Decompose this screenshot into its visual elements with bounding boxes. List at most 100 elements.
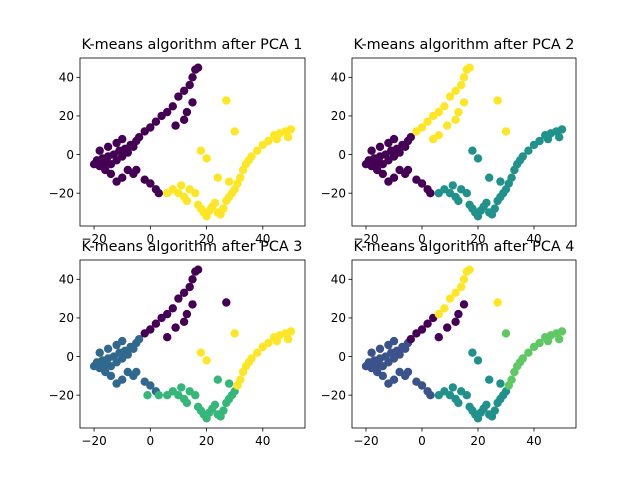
x-tick-label: 20: [199, 434, 214, 448]
data-point: [146, 123, 155, 132]
data-point: [286, 125, 296, 134]
data-point: [417, 123, 427, 132]
data-point: [224, 379, 234, 388]
subplot-pca-2: −20 0 20 40 −20 0 20 40 K-means algorithm after …: [321, 37, 577, 246]
data-point: [389, 134, 399, 144]
x-tick-label: 20: [470, 232, 485, 246]
data-point: [286, 327, 296, 336]
data-point: [177, 383, 186, 392]
data-point: [179, 317, 189, 326]
data-point: [454, 398, 463, 408]
data-point: [168, 102, 177, 111]
y-tick-label: 40: [59, 273, 74, 287]
data-point: [434, 107, 443, 117]
x-tick-label: 20: [199, 232, 214, 246]
data-point: [188, 275, 197, 284]
data-point: [154, 391, 163, 400]
data-point: [465, 63, 474, 72]
data-point: [236, 375, 245, 384]
data-point: [185, 282, 194, 292]
data-point: [193, 63, 203, 72]
data-point: [193, 265, 203, 274]
y-tick-label: 20: [331, 311, 346, 325]
data-point: [459, 300, 469, 309]
data-point: [202, 356, 211, 365]
data-point: [473, 356, 483, 365]
data-point: [247, 152, 256, 161]
data-point: [485, 173, 494, 182]
data-point: [493, 298, 502, 307]
subplot-title: K-means algorithm after PCA 3: [82, 239, 303, 255]
data-point: [555, 335, 564, 344]
data-point: [440, 102, 449, 111]
data-point: [423, 319, 432, 328]
data-point: [367, 146, 376, 155]
data-point: [389, 375, 399, 384]
data-point: [429, 134, 438, 144]
data-point: [185, 80, 194, 90]
data-point: [103, 142, 113, 151]
data-point: [423, 117, 432, 126]
data-point: [163, 333, 172, 342]
x-tick-label: 40: [255, 434, 270, 448]
data-point: [146, 325, 155, 334]
data-point: [389, 336, 399, 346]
data-point: [403, 165, 413, 175]
data-point: [395, 148, 404, 157]
data-point: [236, 173, 245, 182]
data-point: [210, 198, 220, 207]
data-point: [426, 391, 435, 400]
data-point: [264, 136, 273, 146]
data-point: [154, 189, 163, 198]
data-point: [426, 189, 435, 198]
x-tick-label: 0: [146, 434, 154, 448]
data-point: [196, 146, 206, 155]
data-point: [406, 133, 415, 142]
scatter-points: [361, 63, 567, 221]
data-point: [445, 92, 455, 101]
data-point: [219, 204, 228, 213]
data-point: [417, 179, 427, 188]
data-point: [264, 338, 273, 348]
data-point: [191, 391, 200, 400]
data-point: [95, 146, 104, 155]
x-tick-label: 40: [526, 434, 541, 448]
y-tick-label: −20: [49, 388, 74, 402]
y-tick-label: −20: [321, 186, 346, 200]
axes-frame: [79, 259, 306, 429]
data-point: [163, 107, 172, 117]
data-point: [132, 367, 141, 377]
data-point: [118, 173, 127, 182]
data-point: [123, 350, 132, 359]
data-point: [468, 348, 477, 357]
data-point: [174, 92, 183, 101]
data-point: [118, 336, 127, 346]
data-point: [213, 173, 222, 182]
data-point: [454, 196, 463, 206]
data-point: [146, 381, 155, 390]
data-point: [219, 406, 228, 415]
y-tick-label: 0: [66, 350, 74, 364]
subplot-pca-3: −20 0 20 40 −20 0 20 40 K-means algorithm after …: [49, 239, 306, 448]
data-point: [174, 294, 183, 303]
data-point: [179, 86, 189, 96]
data-point: [434, 189, 443, 198]
data-point: [151, 117, 161, 126]
data-point: [518, 354, 527, 363]
data-point: [283, 133, 293, 142]
data-point: [473, 154, 483, 163]
data-point: [451, 115, 460, 125]
data-point: [168, 304, 177, 313]
data-point: [459, 275, 469, 284]
data-point: [417, 381, 427, 390]
data-point: [445, 294, 455, 303]
axes-frame: [351, 259, 577, 429]
y-tick-label: 0: [338, 148, 346, 162]
data-point: [224, 177, 234, 186]
data-point: [454, 107, 463, 117]
data-point: [485, 375, 494, 384]
data-point: [490, 406, 499, 415]
data-point: [417, 325, 427, 334]
